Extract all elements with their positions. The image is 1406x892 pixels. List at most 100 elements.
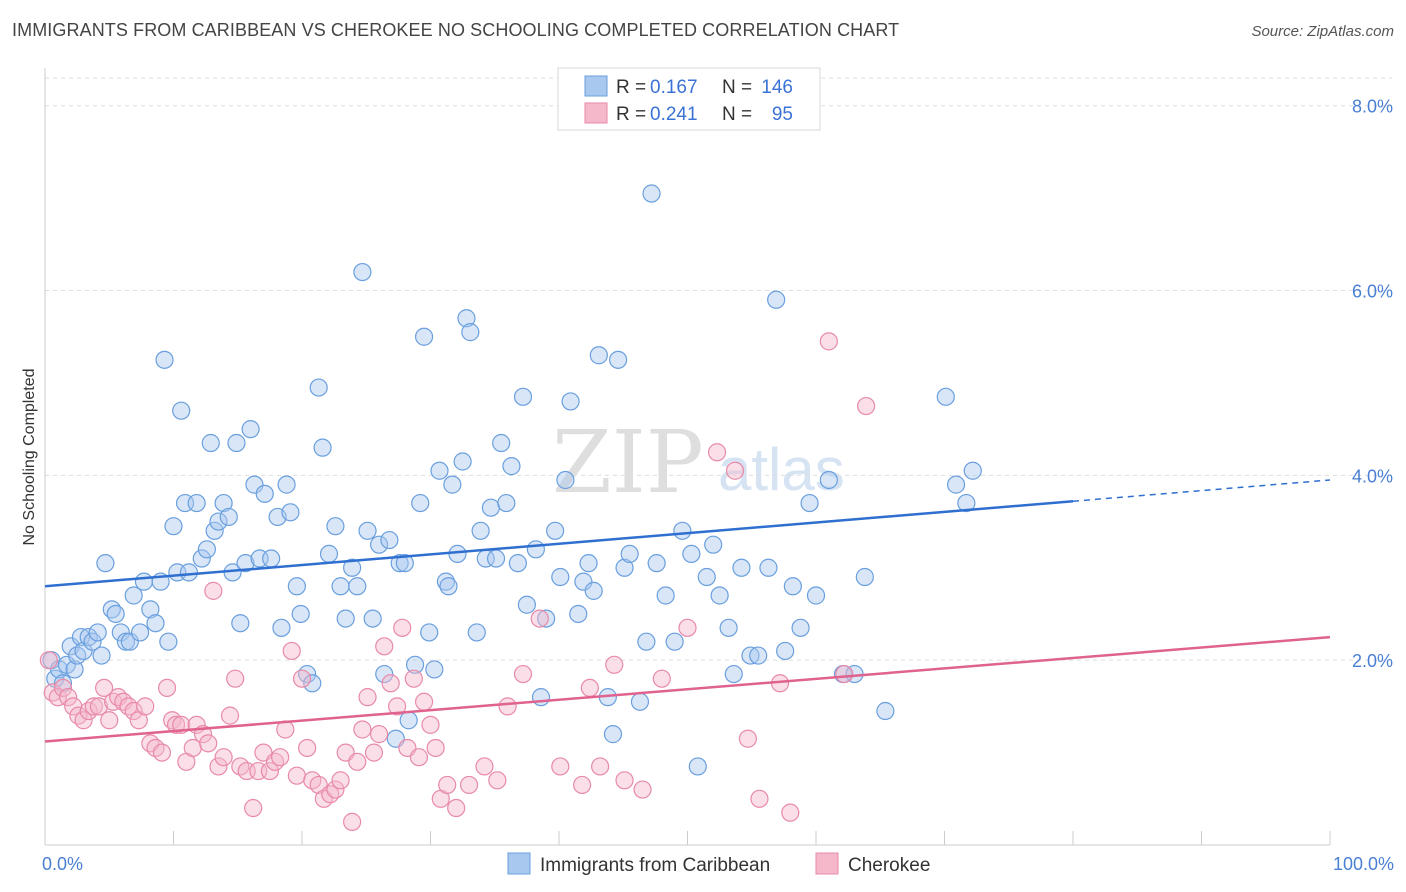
caribbean-point: [741, 646, 760, 665]
caribbean-point: [124, 586, 143, 605]
caribbean-point: [749, 646, 768, 665]
caribbean-point: [481, 498, 500, 517]
caribbean-point: [262, 549, 281, 568]
caribbean-point: [227, 433, 246, 453]
caribbean-point: [331, 577, 350, 596]
cherokee-point: [370, 725, 389, 744]
cherokee-point: [220, 706, 240, 725]
cherokee-point: [271, 748, 290, 767]
caribbean-point: [855, 567, 874, 587]
caribbean-point: [272, 618, 291, 637]
caribbean-point: [630, 692, 650, 711]
cherokee-point: [488, 771, 507, 790]
caribbean-point: [309, 378, 328, 397]
caribbean-point: [946, 475, 966, 494]
caribbean-point: [579, 554, 598, 573]
x-tick-label-min: 0.0%: [42, 854, 83, 874]
caribbean-point: [486, 549, 506, 568]
caribbean-point: [201, 433, 220, 453]
caribbean-point: [724, 664, 743, 684]
source-label: Source: ZipAtlas.com: [1251, 23, 1394, 40]
y-tick-label: 2.0%: [1352, 651, 1393, 671]
cherokee-point: [326, 780, 345, 799]
cherokee-point: [48, 688, 67, 707]
caribbean-point: [420, 623, 439, 642]
caribbean-point: [209, 512, 228, 531]
legend-n-value-blue: 146: [761, 77, 793, 98]
caribbean-point: [414, 327, 434, 346]
caribbean-point: [963, 461, 982, 480]
points-layer: [39, 184, 982, 831]
legend-r-value-blue: 0.167: [650, 77, 698, 98]
caribbean-point: [603, 725, 623, 744]
caribbean-point: [245, 475, 264, 494]
cherokee-point: [426, 738, 445, 758]
caribbean-point: [425, 660, 444, 679]
caribbean-point: [531, 688, 551, 707]
cherokee-point: [750, 789, 769, 808]
cherokee-point: [157, 678, 177, 698]
cherokee-point: [59, 688, 78, 707]
cherokee-point: [358, 688, 377, 707]
trend-layer: [44, 479, 1331, 743]
cherokee-point: [343, 812, 362, 831]
caribbean-point: [584, 581, 603, 600]
caribbean-point: [370, 535, 389, 554]
caribbean-point: [704, 535, 723, 554]
caribbean-point: [231, 614, 250, 633]
cherokee-point: [530, 609, 549, 628]
caribbean-point: [697, 567, 716, 587]
caribbean-point: [497, 493, 516, 513]
cherokee-point: [292, 669, 312, 688]
caribbean-point: [783, 577, 802, 596]
cherokee-point: [287, 766, 306, 785]
caribbean-point: [957, 493, 976, 513]
caribbean-point: [120, 632, 139, 651]
cherokee-point: [136, 697, 155, 716]
x-tick-label-max: 100.0%: [1333, 854, 1394, 874]
cherokee-point: [348, 752, 367, 771]
caribbean-point: [65, 660, 84, 679]
legend-r-value-pink: 0.241: [650, 104, 698, 125]
cherokee-point: [421, 715, 440, 734]
caribbean-point: [390, 554, 409, 573]
caribbean-point: [430, 461, 449, 480]
caribbean-point: [172, 401, 191, 420]
series-legend: Immigrants from Caribbean Cherokee: [507, 852, 930, 876]
bottom-legend-label-caribbean: Immigrants from Caribbean: [540, 855, 770, 876]
caribbean-point: [819, 470, 838, 490]
legend-swatch-blue: [584, 75, 608, 97]
legend-n-label-blue: N =: [722, 77, 752, 98]
caribbean-point: [719, 618, 738, 637]
bottom-legend-swatch-caribbean: [507, 852, 531, 875]
caribbean-point: [439, 577, 458, 596]
caribbean-point: [53, 674, 73, 693]
caribbean-point: [492, 433, 511, 453]
caribbean-point: [291, 604, 310, 624]
legend-r-label-pink: R =: [616, 104, 646, 125]
caribbean-point: [637, 632, 656, 651]
caribbean-point: [732, 558, 751, 577]
caribbean-point: [673, 521, 692, 540]
cherokee-point: [298, 738, 317, 758]
cherokee-point: [409, 748, 429, 767]
caribbean-point: [759, 558, 778, 577]
caribbean-point: [205, 521, 224, 540]
cherokee-point: [364, 743, 384, 762]
caribbean-point: [319, 544, 339, 564]
caribbean-point: [615, 558, 634, 577]
caribbean-point: [348, 577, 367, 596]
cherokee-point: [204, 581, 223, 600]
caribbean-point: [800, 493, 819, 513]
caribbean-point: [134, 572, 154, 591]
caribbean-point: [192, 549, 211, 568]
caribbean-point: [556, 470, 575, 490]
cherokee-point: [166, 715, 186, 734]
caribbean-point: [502, 457, 521, 476]
correlation-legend: R = 0.167 N = 146 R = 0.241 N = 95: [557, 67, 821, 131]
caribbean-point: [106, 604, 125, 624]
bottom-legend-label-cherokee: Cherokee: [848, 855, 930, 876]
caribbean-point: [461, 323, 480, 342]
cherokee-point: [580, 678, 599, 698]
cherokee-point: [475, 757, 494, 776]
